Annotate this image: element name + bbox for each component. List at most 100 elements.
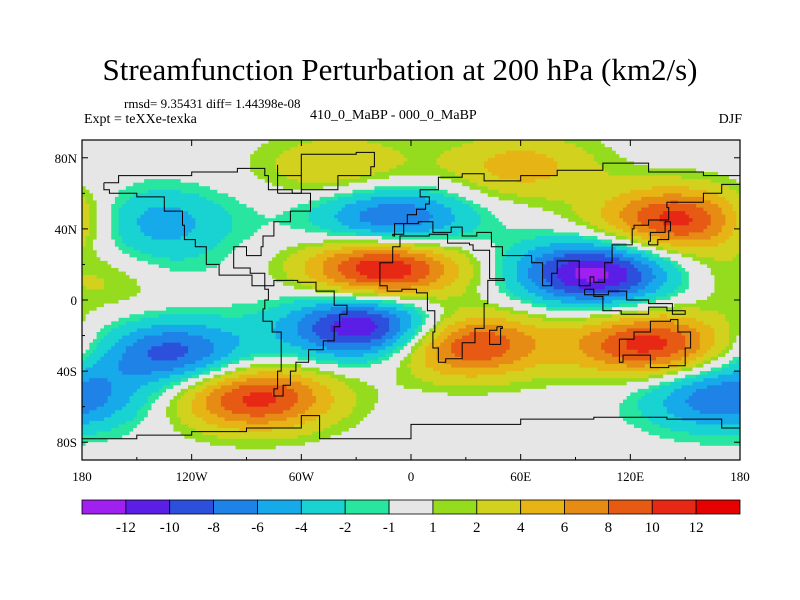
field-cell (348, 413, 368, 418)
colorbar-swatch (213, 499, 258, 515)
field-cell (195, 438, 321, 443)
field-cell (268, 264, 284, 269)
field-cell (699, 335, 716, 340)
field-cell (681, 307, 701, 312)
field-cell (641, 413, 675, 418)
field-cell (337, 268, 357, 273)
field-cell (473, 271, 482, 276)
field-cell (308, 214, 335, 219)
field-cell (495, 243, 514, 248)
field-cell (407, 328, 416, 333)
field-cell (714, 282, 741, 287)
field-cell (663, 346, 686, 351)
field-cell (82, 289, 142, 294)
field-cell (626, 342, 668, 347)
field-cell (308, 339, 328, 344)
field-cell (378, 292, 463, 298)
field-cell (82, 140, 270, 145)
colorbar-label: -10 (160, 520, 180, 536)
field-cell (308, 385, 328, 390)
field-cell (107, 260, 149, 266)
field-cell (136, 218, 196, 223)
field-cell (89, 228, 98, 234)
field-cell (421, 339, 434, 344)
field-cell (443, 317, 467, 322)
field-cell (590, 314, 613, 319)
field-cell (82, 431, 98, 436)
field-cell (206, 420, 248, 426)
field-cell (400, 364, 408, 369)
field-cell (710, 179, 737, 184)
field-cell (103, 282, 138, 287)
field-cell (308, 211, 339, 216)
field-cell (732, 207, 741, 212)
field-cell (666, 250, 679, 255)
field-cell (400, 321, 412, 326)
field-cell (549, 175, 683, 180)
field-cell (527, 353, 588, 358)
coastline (584, 288, 686, 315)
field-cell (524, 253, 544, 258)
field-cell (612, 147, 741, 152)
field-cell (319, 438, 675, 443)
field-cell (403, 332, 416, 337)
field-cell (118, 193, 134, 198)
field-cell (688, 403, 741, 408)
field-cell (476, 374, 650, 379)
x-tick-label: 60W (289, 469, 315, 484)
field-cell (151, 236, 182, 241)
field-cell (696, 388, 741, 394)
field-cell (648, 378, 675, 383)
field-cell (520, 257, 536, 262)
field-cell (454, 260, 471, 266)
field-cell (411, 367, 434, 372)
field-cell (725, 317, 741, 322)
field-cell (630, 225, 650, 230)
field-cell (615, 246, 631, 251)
field-cell (118, 221, 138, 226)
field-cell (666, 406, 694, 411)
field-cell (414, 243, 441, 248)
field-cell (458, 264, 474, 269)
field-cell (425, 317, 441, 322)
field-cell (111, 221, 120, 226)
field-cell (604, 285, 631, 290)
field-cell (527, 250, 555, 255)
field-cell (429, 211, 452, 216)
field-cell (714, 328, 730, 333)
field-cell (677, 292, 712, 298)
field-cell (290, 406, 310, 411)
field-cell (378, 349, 394, 354)
field-cell (330, 403, 357, 408)
field-cell (557, 164, 602, 170)
field-cell (440, 243, 496, 248)
field-cell (487, 168, 558, 173)
field-cell (407, 310, 419, 315)
field-cell (118, 324, 153, 330)
field-cell (443, 246, 463, 251)
field-cell (619, 289, 639, 294)
field-cell (231, 360, 240, 365)
field-cell (177, 413, 196, 418)
colorbar-label: 4 (517, 520, 525, 536)
x-tick-label: 120W (176, 469, 209, 484)
field-cell (553, 157, 595, 162)
field-cell (92, 339, 101, 344)
field-cell (443, 360, 514, 365)
field-cell (389, 317, 401, 322)
field-cell (663, 221, 690, 226)
field-cell (381, 143, 463, 148)
field-cell (696, 204, 719, 209)
field-cell (239, 374, 302, 379)
field-cell (220, 328, 273, 333)
field-cell (385, 339, 397, 344)
field-cell (359, 271, 412, 276)
field-cell (352, 292, 379, 298)
field-cell (506, 371, 668, 376)
field-cell (250, 154, 280, 159)
field-cell (151, 403, 171, 408)
field-cell (421, 317, 427, 322)
field-cell (663, 403, 690, 408)
field-cell (96, 228, 112, 234)
field-cell (732, 346, 741, 351)
